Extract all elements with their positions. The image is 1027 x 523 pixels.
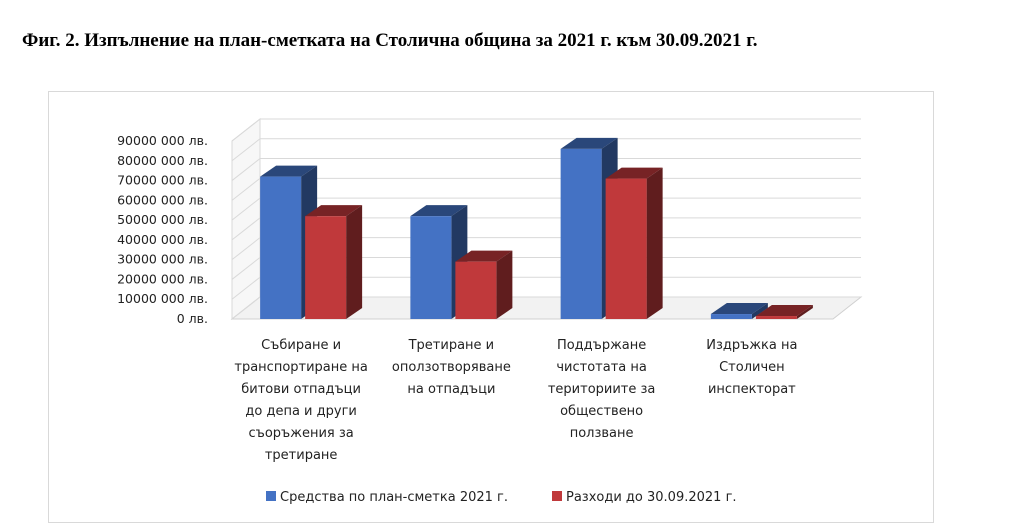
bar-front — [755, 316, 797, 319]
y-axis-ticks: 0 лв. 10000 000 лв. 20000 000 лв. 30000 000… — [117, 133, 208, 326]
legend-swatch — [552, 491, 562, 501]
legend-label: Разходи до 30.09.2021 г. — [566, 490, 737, 505]
gridline — [231, 138, 861, 162]
y-tick-label: 60000 000 лв. — [117, 192, 208, 207]
bar-front — [710, 314, 752, 319]
bar — [755, 305, 813, 319]
bar-top — [755, 305, 813, 317]
side-wall — [231, 117, 261, 321]
bar-front — [260, 176, 302, 319]
figure-title: Фиг. 2. Изпълнение на план-сметката на С… — [22, 30, 758, 51]
bar-front — [455, 261, 497, 319]
bars — [260, 137, 813, 319]
category-label-line: Третиране и — [408, 338, 495, 353]
category-label-line: чистотата на — [556, 360, 646, 375]
bar-side — [496, 250, 513, 319]
category-label-line: оползотворяване — [392, 360, 511, 375]
bar-top — [710, 303, 768, 315]
category-label-line: Столичен — [719, 360, 785, 375]
y-tick-label: 40000 000 лв. — [117, 232, 208, 247]
bar-top — [455, 250, 513, 262]
y-tick-label: 20000 000 лв. — [117, 271, 208, 286]
gridline — [231, 177, 861, 201]
bar-front — [560, 148, 602, 319]
bar-top — [560, 137, 618, 149]
bar-side — [646, 167, 663, 319]
bar-front — [410, 216, 452, 319]
chart: 0 лв. 10000 000 лв. 20000 000 лв. 30000 000… — [117, 117, 863, 505]
category-label-line: Поддържане — [557, 338, 646, 353]
y-tick-label: 70000 000 лв. — [117, 173, 208, 188]
legend-swatch — [266, 491, 276, 501]
y-tick-label: 10000 000 лв. — [117, 291, 208, 306]
y-tick-label: 80000 000 лв. — [117, 153, 208, 168]
bar — [455, 250, 513, 319]
category-label-line: инспекторат — [708, 382, 796, 397]
bar-side — [751, 303, 768, 319]
bar-top — [305, 205, 363, 217]
legend: Средства по план-сметка 2021 г. Разходи д… — [266, 490, 737, 505]
gridline — [231, 118, 861, 142]
gridline — [231, 158, 861, 181]
bar-side — [796, 305, 813, 319]
category-label-line: третиране — [265, 448, 338, 463]
category-label-line: Издръжка на — [706, 338, 797, 353]
y-tick-label: 0 лв. — [177, 311, 208, 326]
y-tick-label: 90000 000 лв. — [117, 133, 208, 148]
bar-top — [605, 167, 663, 179]
category-label-line: териториите за — [548, 382, 656, 397]
bar-front — [605, 178, 647, 319]
bar — [605, 167, 663, 319]
category-label-line: обществено — [560, 404, 643, 419]
bar — [710, 303, 768, 319]
bar-side — [346, 205, 363, 319]
category-label-line: транспортиране на — [234, 360, 367, 375]
y-tick-label: 30000 000 лв. — [117, 252, 208, 267]
category-label-line: битови отпадъци — [241, 382, 361, 397]
bar-top — [260, 165, 318, 177]
y-tick-label: 50000 000 лв. — [117, 212, 208, 227]
category-label-line: ползване — [570, 426, 634, 441]
category-label-line: на отпадъци — [407, 382, 495, 397]
bar — [305, 205, 363, 319]
category-label-line: Събиране и — [261, 338, 341, 353]
bar-top — [410, 205, 468, 217]
category-labels: Събиране и транспортиране на битови отпадъ… — [234, 338, 797, 463]
bar-front — [305, 216, 347, 319]
legend-label: Средства по план-сметка 2021 г. — [280, 490, 508, 505]
category-label-line: до депа и други — [245, 404, 356, 419]
category-label-line: съоръжения за — [249, 426, 354, 441]
